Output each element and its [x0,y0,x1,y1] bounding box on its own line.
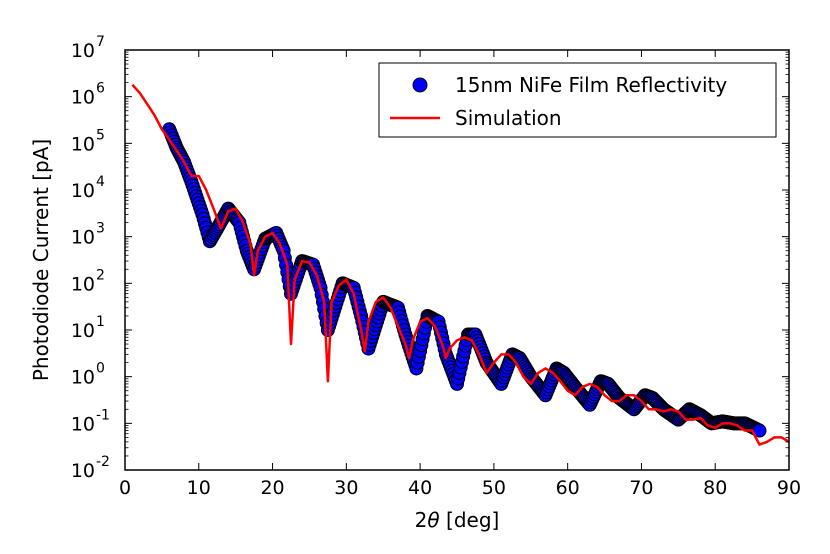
x-tick-label: 70 [629,477,653,499]
y-tick-exponent: 2 [96,267,105,283]
y-tick-label: 10 [71,413,95,435]
y-tick-exponent: -2 [96,454,110,470]
x-axis-label-suffix: [deg] [440,508,500,532]
x-tick-label: 20 [260,477,284,499]
x-axis-label-prefix: 2 [415,508,428,532]
y-tick-exponent: 3 [96,221,105,237]
x-axis-label: 2θ [deg] [415,508,500,532]
y-tick-label: 10 [71,180,95,202]
y-tick-exponent: 7 [96,34,105,50]
simulation-line [131,83,789,446]
legend-label-simulation: Simulation [455,106,562,130]
legend: 15nm NiFe Film Reflectivity Simulation [378,62,777,138]
x-tick-label: 90 [777,477,801,499]
legend-box [378,62,777,138]
y-tick-label: 10 [71,133,95,155]
y-tick-label: 10 [71,273,95,295]
y-tick-exponent: 0 [96,361,105,377]
y-tick-exponent: 6 [96,81,105,97]
y-tick-label: 10 [71,227,95,249]
y-tick-label: 10 [71,460,95,482]
x-tick-label: 50 [482,477,506,499]
y-tick-exponent: 1 [96,314,105,330]
x-tick-label: 60 [556,477,580,499]
x-tick-label: 40 [408,477,432,499]
y-tick-label: 10 [71,87,95,109]
x-tick-label: 10 [187,477,211,499]
y-tick-exponent: -1 [96,407,110,423]
x-tick-label: 80 [703,477,727,499]
x-axis-label-symbol: θ [427,508,439,532]
legend-marker-reflectivity [412,77,428,93]
y-tick-exponent: 5 [96,127,105,143]
series-layer [131,83,789,446]
plot-frame [124,49,790,471]
y-tick-label: 10 [71,320,95,342]
y-tick-label: 10 [71,367,95,389]
y-tick-label: 10 [71,40,95,62]
legend-label-reflectivity: 15nm NiFe Film Reflectivity [455,73,727,97]
x-tick-label: 30 [334,477,358,499]
y-tick-exponent: 4 [96,174,105,190]
x-tick-label: 0 [119,477,131,499]
y-axis-label: Photodiode Current [pA] [29,139,53,381]
